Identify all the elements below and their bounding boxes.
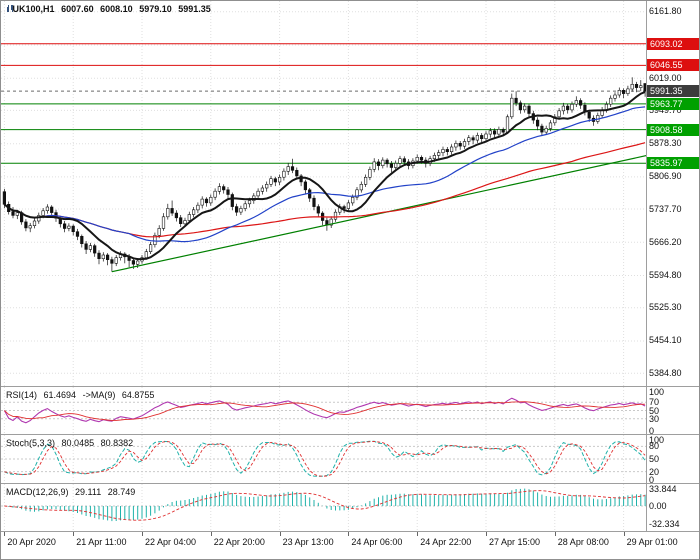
price-level-badge: 5963.77 bbox=[647, 97, 699, 110]
indicator-axis-label: 100 bbox=[649, 387, 665, 397]
stoch-label: Stoch(5,3,3) bbox=[6, 438, 56, 448]
time-axis-label: 22 Apr 04:00 bbox=[145, 537, 197, 547]
time-axis-label: 29 Apr 01:00 bbox=[626, 537, 678, 547]
rsi-canvas[interactable] bbox=[1, 387, 646, 434]
macd-signal-value: 28.749 bbox=[107, 487, 136, 497]
indicator-axis-label: 0 bbox=[649, 475, 655, 483]
time-axis-label: 20 Apr 2020 bbox=[7, 537, 56, 547]
price-axis-label: 5806.90 bbox=[649, 171, 682, 182]
stoch-k-value: 80.0485 bbox=[61, 438, 95, 448]
stochastic-axis[interactable]: 100 80 50 20 0 bbox=[647, 435, 699, 483]
time-tick bbox=[210, 532, 212, 536]
pane-separator[interactable] bbox=[1, 434, 699, 435]
macd-label: MACD(12,26,9) bbox=[6, 487, 69, 497]
price-level-badge: 5991.35 bbox=[647, 85, 699, 98]
price-axis-label: 5666.20 bbox=[649, 236, 682, 247]
chart-header: UK100,H1 6007.60 6008.10 5979.10 5991.35 bbox=[6, 4, 215, 14]
time-tick bbox=[554, 532, 556, 536]
time-tick bbox=[623, 532, 625, 536]
price-axis-label: 6161.80 bbox=[649, 6, 682, 17]
stochastic-pane[interactable]: Stoch(5,3,3) 80.0485 80.8382 100 80 50 20 0 bbox=[1, 435, 699, 483]
indicator-axis-label: 50 bbox=[649, 405, 660, 416]
indicator-axis-label: 0.00 bbox=[649, 501, 667, 511]
price-level-badge: 5835.97 bbox=[647, 157, 699, 170]
symbol-timeframe: UK100,H1 bbox=[12, 4, 55, 14]
pane-separator[interactable] bbox=[1, 386, 699, 387]
axis-divider bbox=[646, 1, 647, 532]
indicator-axis-label: 33.844 bbox=[649, 484, 677, 494]
indicator-axis-label: 0 bbox=[649, 426, 655, 434]
time-axis[interactable]: 20 Apr 2020 21 Apr 11:00 22 Apr 04:00 22 Ap… bbox=[1, 532, 699, 559]
stoch-d-value: 80.8382 bbox=[100, 438, 134, 448]
time-axis-label: 21 Apr 11:00 bbox=[76, 537, 127, 547]
time-tick bbox=[417, 532, 419, 536]
rsi-axis[interactable]: 100 70 50 30 0 bbox=[647, 387, 699, 434]
indicator-axis-label: 50 bbox=[649, 454, 660, 464]
candlestick-canvas[interactable] bbox=[1, 1, 646, 386]
time-axis-label: 27 Apr 15:00 bbox=[489, 537, 541, 547]
rsi-pane[interactable]: RSI(14) 61.4694 ->MA(9) 64.8755 100 70 50 3… bbox=[1, 387, 699, 434]
stochastic-canvas[interactable] bbox=[1, 435, 646, 483]
time-axis-label: 24 Apr 22:00 bbox=[420, 537, 472, 547]
rsi-header: RSI(14) 61.4694 ->MA(9) 64.8755 bbox=[6, 390, 158, 400]
rsi-ma-value: 64.8755 bbox=[121, 390, 155, 400]
indicator-axis-label: 80 bbox=[649, 441, 660, 452]
ohlc-low: 5979.10 bbox=[139, 4, 172, 14]
price-axis-label: 5949.70 bbox=[649, 104, 682, 115]
rsi-ma-label: ->MA(9) bbox=[82, 390, 116, 400]
time-tick bbox=[73, 532, 75, 536]
price-level-badge: 5908.58 bbox=[647, 123, 699, 136]
main-price-pane[interactable]: UK100,H1 6007.60 6008.10 5979.10 5991.35… bbox=[1, 1, 699, 386]
price-level-badge: 6093.02 bbox=[647, 37, 699, 50]
price-level-badge: 6046.55 bbox=[647, 59, 699, 72]
macd-pane[interactable]: MACD(12,26,9) 29.111 28.749 33.844 0.00 -3… bbox=[1, 484, 699, 531]
time-axis-label: 22 Apr 20:00 bbox=[213, 537, 265, 547]
time-tick bbox=[142, 532, 143, 536]
stochastic-header: Stoch(5,3,3) 80.0485 80.8382 bbox=[6, 438, 137, 448]
price-axis-label: 5878.30 bbox=[649, 138, 682, 149]
time-tick bbox=[4, 532, 6, 536]
ohlc-high: 6008.10 bbox=[100, 4, 133, 14]
time-axis-label: 23 Apr 13:00 bbox=[282, 537, 334, 547]
time-axis-label: 24 Apr 06:00 bbox=[351, 537, 403, 547]
macd-axis[interactable]: 33.844 0.00 -32.334 bbox=[647, 484, 699, 531]
pane-separator[interactable] bbox=[1, 531, 699, 532]
time-tick bbox=[486, 532, 487, 536]
time-tick bbox=[348, 532, 350, 536]
rsi-label: RSI(14) bbox=[6, 390, 38, 400]
macd-value: 29.111 bbox=[75, 487, 102, 497]
indicator-axis-label: 20 bbox=[649, 466, 660, 477]
time-tick bbox=[279, 532, 281, 536]
macd-header: MACD(12,26,9) 29.111 28.749 bbox=[6, 487, 139, 497]
price-axis[interactable]: 6161.80 6019.00 5949.70 5878.30 5806.90 5737.… bbox=[647, 1, 699, 386]
price-axis-label: 6019.00 bbox=[649, 72, 682, 83]
time-axis-label: 28 Apr 08:00 bbox=[557, 537, 609, 547]
pane-separator[interactable] bbox=[1, 483, 699, 484]
rsi-value: 61.4694 bbox=[43, 390, 77, 400]
price-axis-label: 5454.10 bbox=[649, 335, 682, 346]
price-axis-label: 5737.70 bbox=[649, 203, 682, 214]
indicator-axis-label: 30 bbox=[649, 413, 660, 424]
ohlc-close: 5991.35 bbox=[178, 4, 211, 14]
indicator-axis-label: 100 bbox=[649, 435, 665, 445]
indicator-axis-label: 70 bbox=[649, 397, 660, 408]
macd-canvas[interactable] bbox=[1, 484, 646, 531]
price-axis-label: 5384.80 bbox=[649, 367, 682, 378]
ohlc-open: 6007.60 bbox=[61, 4, 94, 14]
price-axis-label: 5594.80 bbox=[649, 270, 682, 280]
price-axis-label: 5525.30 bbox=[649, 302, 682, 313]
indicator-axis-label: -32.334 bbox=[649, 518, 680, 529]
